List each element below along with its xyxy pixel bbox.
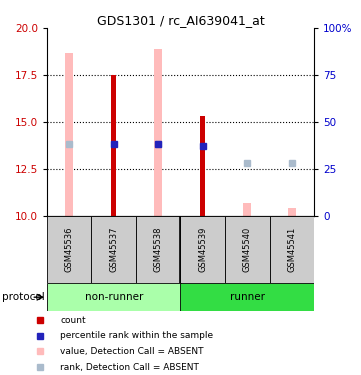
Bar — [225, 216, 270, 283]
Text: GSM45539: GSM45539 — [198, 226, 207, 272]
Bar — [111, 75, 116, 216]
Text: GSM45541: GSM45541 — [287, 227, 296, 272]
Text: GSM45538: GSM45538 — [154, 226, 163, 272]
Bar — [200, 116, 205, 216]
Bar — [154, 49, 162, 216]
Text: count: count — [60, 316, 86, 325]
Text: runner: runner — [230, 292, 265, 302]
Bar — [180, 216, 225, 283]
Text: GSM45536: GSM45536 — [65, 226, 74, 272]
Bar — [47, 283, 180, 311]
Bar — [270, 216, 314, 283]
Text: GSM45537: GSM45537 — [109, 226, 118, 272]
Text: rank, Detection Call = ABSENT: rank, Detection Call = ABSENT — [60, 363, 199, 372]
Bar — [180, 283, 314, 311]
Text: percentile rank within the sample: percentile rank within the sample — [60, 332, 213, 340]
Bar — [243, 202, 251, 216]
Bar — [91, 216, 136, 283]
Text: GSM45540: GSM45540 — [243, 227, 252, 272]
Title: GDS1301 / rc_AI639041_at: GDS1301 / rc_AI639041_at — [97, 14, 264, 27]
Bar — [47, 216, 91, 283]
Text: non-runner: non-runner — [84, 292, 143, 302]
Bar — [136, 216, 180, 283]
Text: protocol: protocol — [2, 292, 44, 302]
Text: value, Detection Call = ABSENT: value, Detection Call = ABSENT — [60, 347, 204, 356]
Bar — [65, 53, 73, 216]
Bar — [288, 208, 296, 216]
